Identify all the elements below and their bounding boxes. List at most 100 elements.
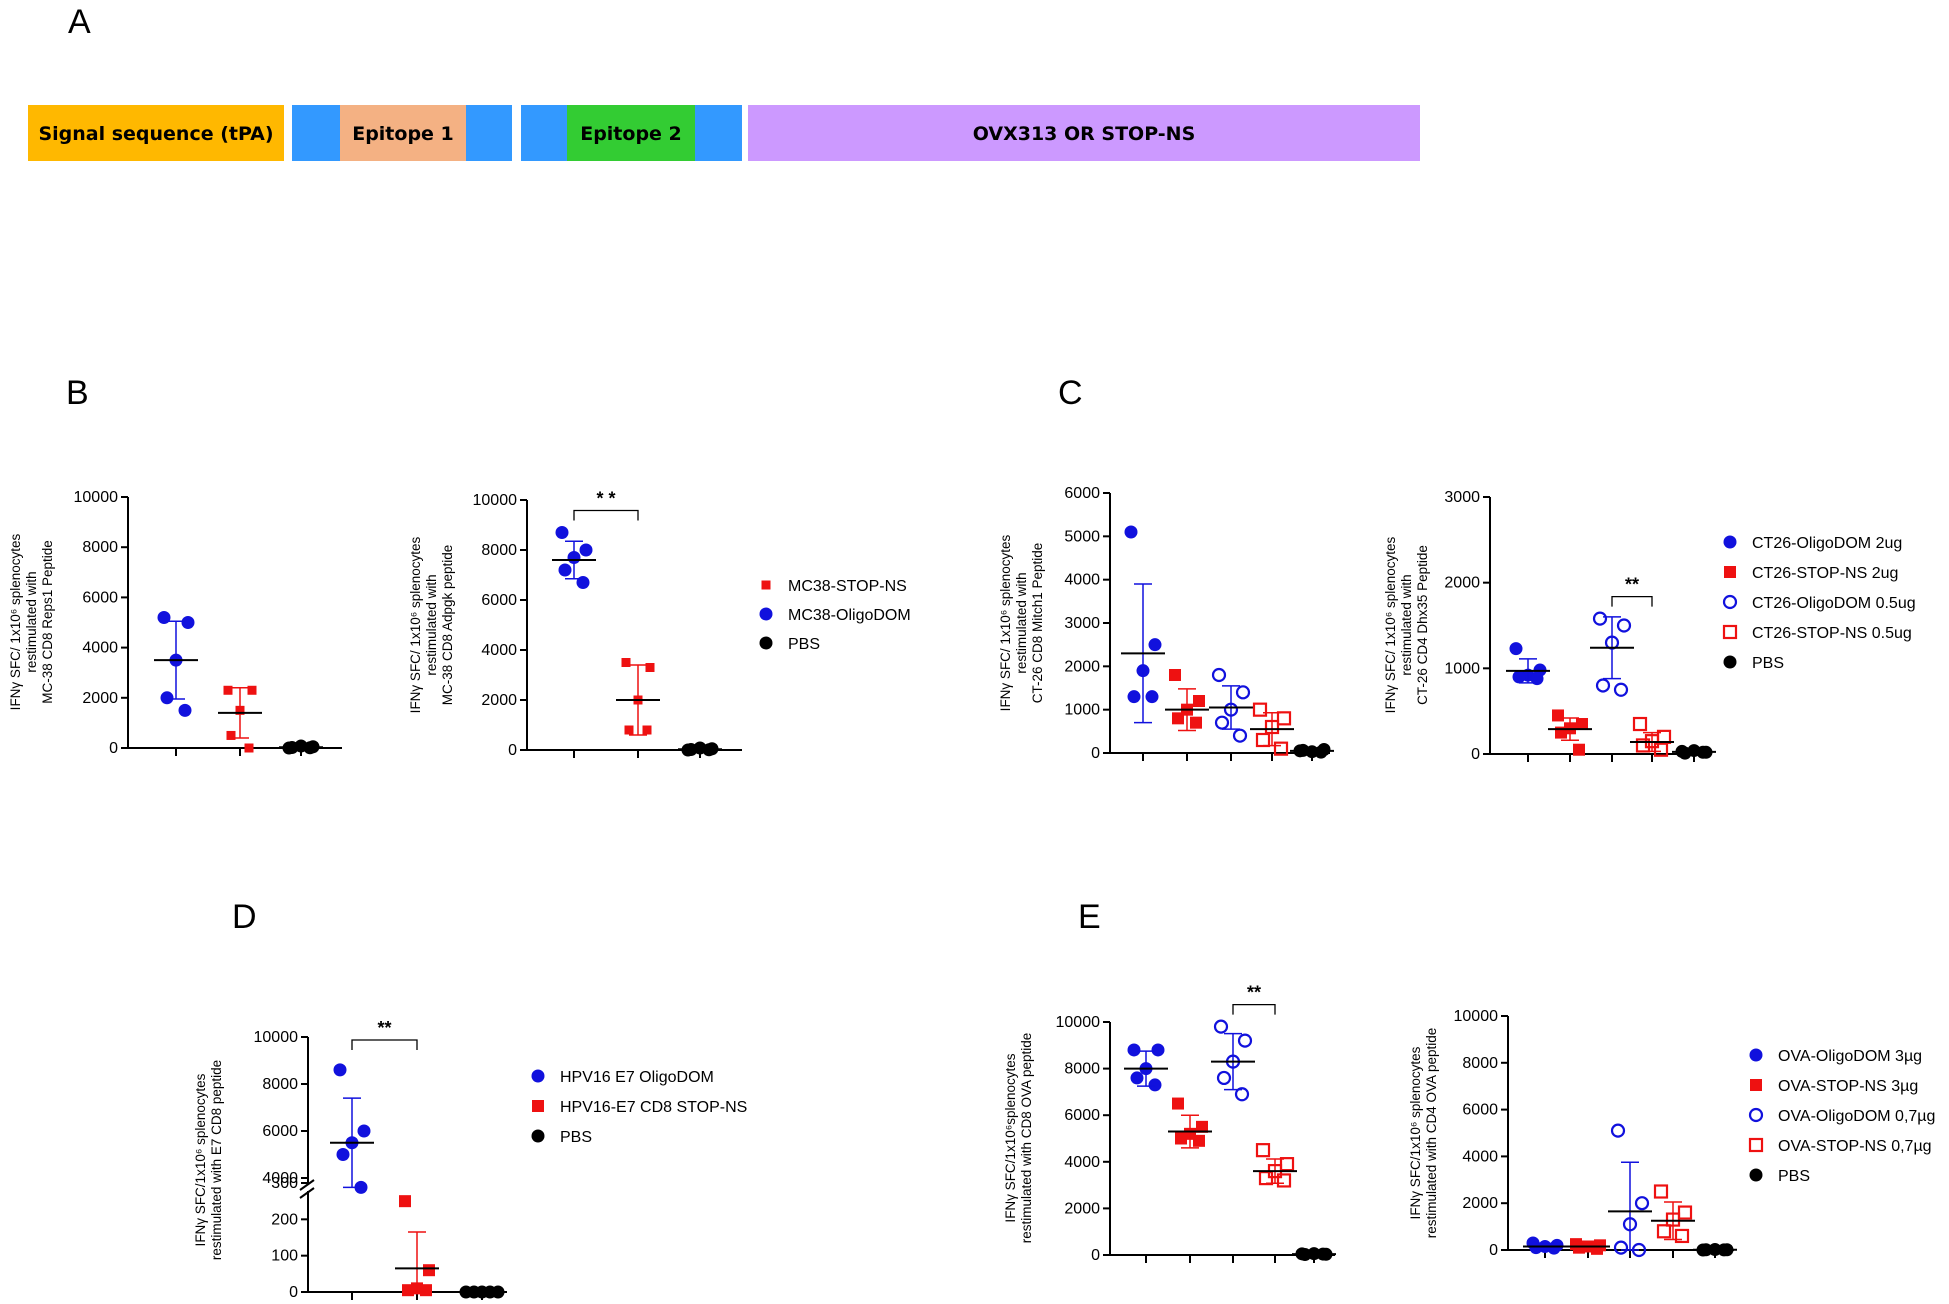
data-point [247,685,257,695]
axis-break-mark [299,1179,315,1191]
group-mc38-oligodom [154,610,198,717]
group-ova-oligodom-3-g [1124,1043,1168,1092]
legend-label: CT26-OligoDOM 0.5ug [1752,595,1916,612]
legend-marker [1749,1168,1763,1182]
y-axis-label-line: IFNγ SFC/1x10⁶ splenocytes [1408,1046,1423,1219]
data-point [1193,1134,1205,1147]
data-point [1276,1173,1292,1188]
y-tick-label: 8000 [1064,1061,1100,1078]
y-axis-label-line: restimulated with [1399,574,1414,675]
group-ct26-stop-ns-2ug [1165,669,1209,732]
group-pbs [1672,744,1716,760]
y-tick-label: 6000 [1462,1102,1498,1119]
data-point [1211,667,1227,683]
legend-marker [1749,1048,1763,1062]
data-point [1235,685,1251,700]
y-tick-label: 4000 [262,1170,298,1187]
data-point [1145,690,1159,704]
data-point [1509,642,1523,656]
data-point [1677,1205,1693,1220]
data-point [1634,1196,1650,1211]
y-tick-label: 8000 [262,1076,298,1093]
legend-marker [1750,1079,1762,1091]
group-pbs [678,741,722,757]
data-point [576,576,590,589]
y-tick-label: 0 [1091,1247,1100,1264]
data-point [624,725,634,735]
y-axis-label-line: IFNγ SFC/ 1x10⁶ splenocytes [998,534,1013,711]
data-point [1529,1241,1543,1255]
significance-label: ** [1247,983,1261,1003]
y-tick-label: 2000 [1444,575,1480,592]
y-tick-label: 6000 [1064,485,1100,502]
data-point [645,663,655,672]
chart-e1: 0 2000 4000 6000 8000 10000 IFNγ SFC/1x10⁶sple… [1003,983,1336,1264]
legend-d: HPV16 E7 OligoDOM HPV16-E7 CD8 STOP-NS PBS [531,1069,747,1146]
data-point [1530,672,1544,686]
y-axis-label: IFNγ SFC/ 1x10⁶ splenocytesrestimulated … [408,536,455,713]
legend-label: PBS [1752,655,1784,672]
group-ct26-stop-ns-2ug [1548,709,1592,756]
group-ct26-oligodom-2ug [1506,642,1550,686]
legend-marker [532,1100,544,1112]
data-point [1124,525,1138,539]
y-axis-label-line: restimulated with CD4 OVA peptide [1424,1028,1439,1239]
group-ct26-oligodom-0-5ug [1590,611,1634,697]
group-ova-stop-ns-0-7-g [1253,1143,1297,1188]
y-axis-label-line: MC-38 CD8 Adpgk peptide [440,545,455,706]
data-point [1196,1120,1208,1133]
legend-marker [1723,535,1737,549]
y-tick-label: 10000 [473,492,518,509]
segment-linker-2 [466,105,512,161]
legend-label: OVA-STOP-NS 0,7µg [1778,1138,1932,1155]
group-ct26-oligodom-2ug [1121,525,1165,724]
data-point [1190,716,1202,729]
y-tick-label: 8000 [1462,1055,1498,1072]
y-axis-label: IFNγ SFC/1x10⁶splenocytesrestimulated wi… [1003,1033,1034,1244]
y-tick-label: 100 [271,1248,298,1265]
legend-marker [1724,566,1736,578]
y-tick-label: 5000 [1064,528,1100,545]
legend-marker [531,1129,545,1143]
data-point [1193,695,1205,707]
panel-letter-a: A [68,3,91,41]
data-point [1273,741,1289,756]
panel-letter-d: D [232,898,257,936]
group-pbs [1290,743,1334,759]
data-point [402,1284,414,1297]
data-point [1656,1224,1672,1239]
y-tick-label: 2000 [1064,658,1100,675]
data-point [333,1063,347,1077]
panel-letter-e: E [1078,898,1101,936]
data-point [1232,728,1248,743]
significance-bracket [1611,595,1653,607]
y-tick-label: 0 [1091,745,1100,762]
segment-label-ovx313: OVX313 OR STOP-NS [973,123,1196,145]
data-point [1130,1071,1144,1085]
data-point [1214,715,1230,730]
y-tick-label: 1000 [1444,660,1480,677]
y-tick-label: 300 [271,1175,298,1192]
y-tick-label: 0 [289,1284,298,1301]
group-pbs [1292,1247,1336,1262]
data-point [226,730,236,740]
legend-marker [759,636,773,650]
y-tick-label: 4000 [82,640,118,657]
y-tick-label: 4000 [1064,1154,1100,1171]
group-mc38-stop-ns [616,658,660,736]
y-axis-label-line: restimulated with [424,574,439,675]
chart-b2: 0 2000 4000 6000 8000 10000 IFNγ SFC/ 1x10⁶ sp… [408,489,742,759]
data-point [1255,732,1271,748]
legend-marker [759,607,773,621]
y-axis-label-line: IFNγ SFC/ 1x10⁶ splenocytes [1383,536,1398,713]
data-point [1127,1043,1141,1057]
group-ct26-oligodom-0-5ug [1209,667,1253,743]
legend-marker [1748,1107,1764,1123]
segment-linker-3 [521,105,567,161]
data-point [399,1195,411,1208]
chart-b1: 0 2000 4000 6000 8000 10000 IFNγ SFC/ 1x10⁶ sp… [8,489,342,757]
data-point [1552,709,1564,722]
data-point [244,743,254,753]
y-tick-label: 10000 [1454,1008,1499,1025]
